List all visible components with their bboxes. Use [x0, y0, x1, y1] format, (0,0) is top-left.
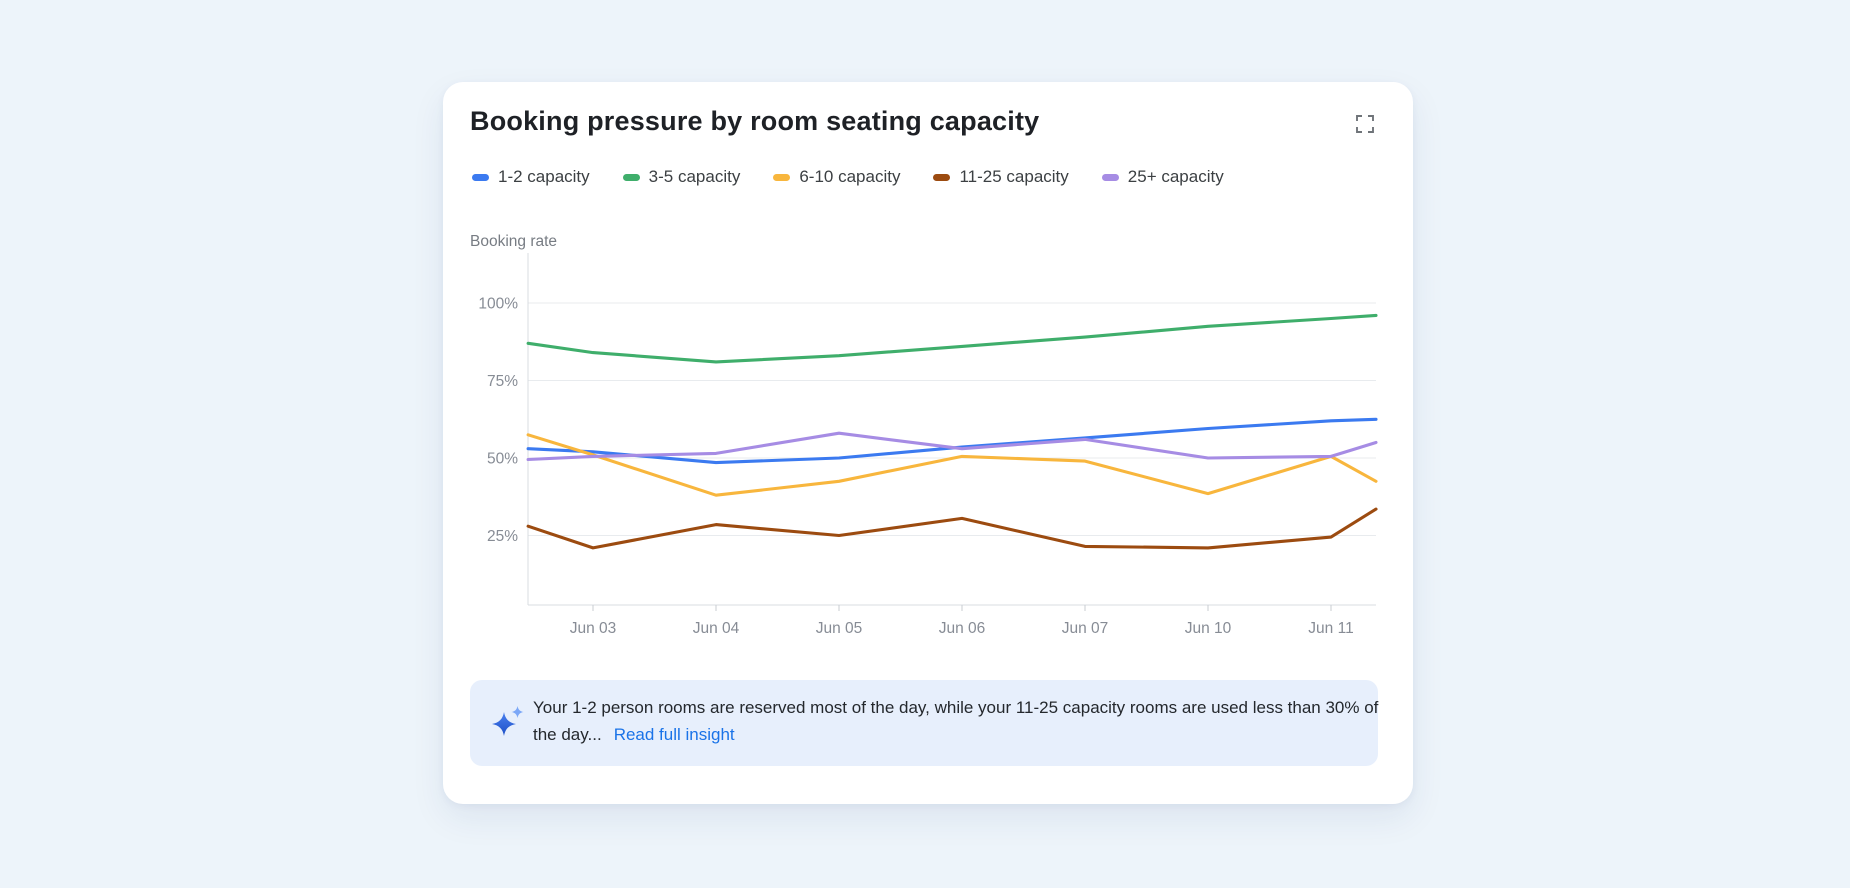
- legend-item[interactable]: 25+ capacity: [1101, 167, 1224, 187]
- y-axis-label: 100%: [478, 296, 518, 313]
- y-axis-label: 50%: [487, 451, 518, 468]
- y-axis-label: 75%: [487, 373, 518, 390]
- read-full-insight-link[interactable]: Read full insight: [613, 725, 735, 744]
- series-line-25-capacity: [526, 431, 1378, 462]
- x-axis-label: Jun 05: [816, 620, 863, 637]
- legend-swatch-icon: [1101, 173, 1119, 181]
- x-axis-label: Jun 11: [1308, 620, 1353, 637]
- x-axis-label: Jun 06: [939, 620, 986, 637]
- fullscreen-icon: [1353, 115, 1377, 139]
- sparkle-icon: [490, 703, 526, 746]
- legend-item[interactable]: 1-2 capacity: [472, 167, 590, 187]
- expand-button[interactable]: [1351, 110, 1379, 138]
- legend-item[interactable]: 3-5 capacity: [622, 167, 741, 187]
- chart-title: Booking pressure by room seating capacit…: [470, 106, 1040, 136]
- series-line-3-5-capacity: [526, 313, 1378, 364]
- legend-item[interactable]: 11-25 capacity: [933, 167, 1069, 187]
- x-axis-label: Jun 03: [570, 620, 617, 637]
- y-axis-label: 25%: [487, 528, 518, 545]
- series-line-6-10-capacity: [526, 433, 1378, 497]
- legend-label: 25+ capacity: [1127, 167, 1224, 186]
- x-axis-label: Jun 07: [1062, 620, 1109, 637]
- legend-label: 11-25 capacity: [959, 167, 1069, 186]
- legend-swatch-icon: [773, 173, 791, 181]
- chart-card: Booking pressure by room seating capacit…: [443, 82, 1413, 804]
- legend-swatch-icon: [622, 173, 640, 181]
- series-line-11-25-capacity: [526, 507, 1378, 550]
- legend-swatch-icon: [472, 173, 489, 181]
- chart-legend: 1-2 capacity 3-5 capacity 6-10 capacity 11-…: [472, 166, 1224, 188]
- legend-label: 6-10 capacity: [799, 167, 901, 186]
- line-chart: 100% 75% 50% 25% Jun 03 Jun 04 Jun 05 Jun 06 Jun…: [478, 253, 1378, 637]
- legend-item[interactable]: 6-10 capacity: [773, 167, 900, 187]
- legend-label: 3-5 capacity: [648, 167, 741, 186]
- insight-panel: Your 1-2 person rooms are reserved most …: [470, 680, 1378, 766]
- x-axis-label: Jun 04: [693, 620, 740, 637]
- legend-label: 1-2 capacity: [498, 167, 590, 186]
- insight-text-block: Your 1-2 person rooms are reserved most …: [533, 694, 1379, 748]
- x-axis-label: Jun 10: [1185, 620, 1232, 637]
- y-axis-title: Booking rate: [470, 233, 558, 250]
- legend-swatch-icon: [933, 173, 951, 181]
- insight-text: Your 1-2 person rooms are reserved most …: [533, 698, 1379, 744]
